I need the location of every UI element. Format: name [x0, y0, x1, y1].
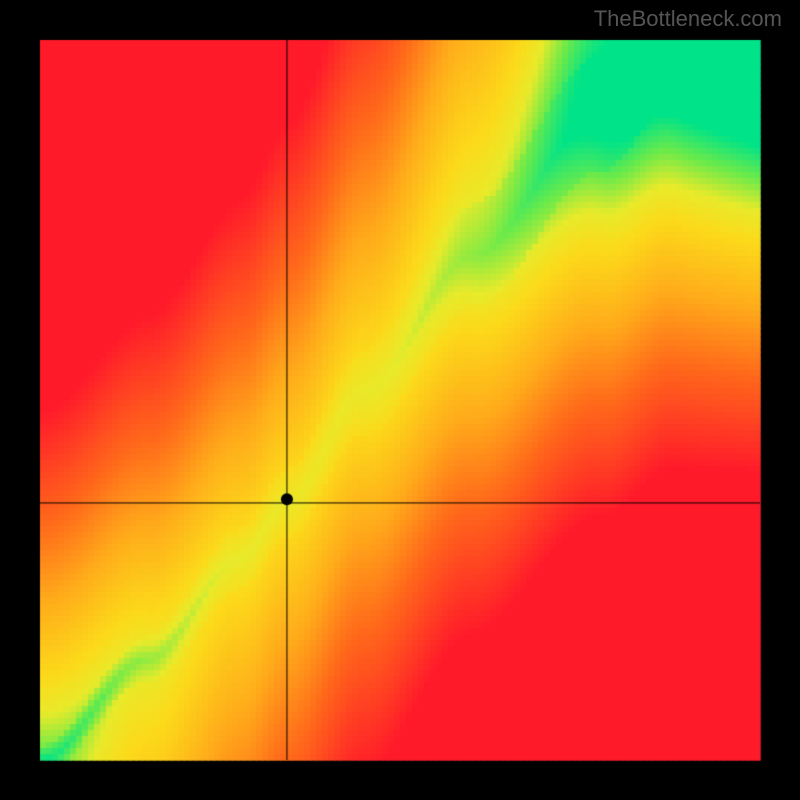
chart-container: TheBottleneck.com — [0, 0, 800, 800]
watermark-text: TheBottleneck.com — [594, 6, 782, 32]
heatmap-canvas — [0, 0, 800, 800]
